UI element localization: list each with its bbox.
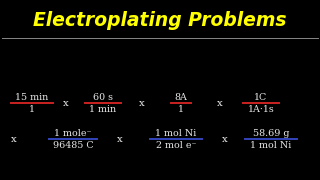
Text: 1 mol Ni: 1 mol Ni [156, 129, 196, 138]
Text: 1 mol Ni: 1 mol Ni [250, 141, 292, 150]
Text: Electroplating Problems: Electroplating Problems [33, 10, 287, 30]
Text: 1: 1 [29, 105, 35, 114]
Text: x: x [11, 134, 17, 143]
Text: x: x [139, 98, 145, 107]
Text: 96485 C: 96485 C [53, 141, 93, 150]
Text: x: x [117, 134, 123, 143]
Text: 1 min: 1 min [89, 105, 116, 114]
Text: x: x [217, 98, 223, 107]
Text: 15 min: 15 min [15, 93, 49, 102]
Text: 1 mole⁻: 1 mole⁻ [54, 129, 92, 138]
Text: 8A: 8A [175, 93, 188, 102]
Text: 1C: 1C [254, 93, 268, 102]
Text: 1: 1 [178, 105, 184, 114]
Text: 58.69 g: 58.69 g [253, 129, 289, 138]
Text: 1A·1s: 1A·1s [248, 105, 274, 114]
Text: x: x [222, 134, 228, 143]
Text: x: x [63, 98, 69, 107]
Text: 2 mol e⁻: 2 mol e⁻ [156, 141, 196, 150]
Text: 60 s: 60 s [93, 93, 113, 102]
